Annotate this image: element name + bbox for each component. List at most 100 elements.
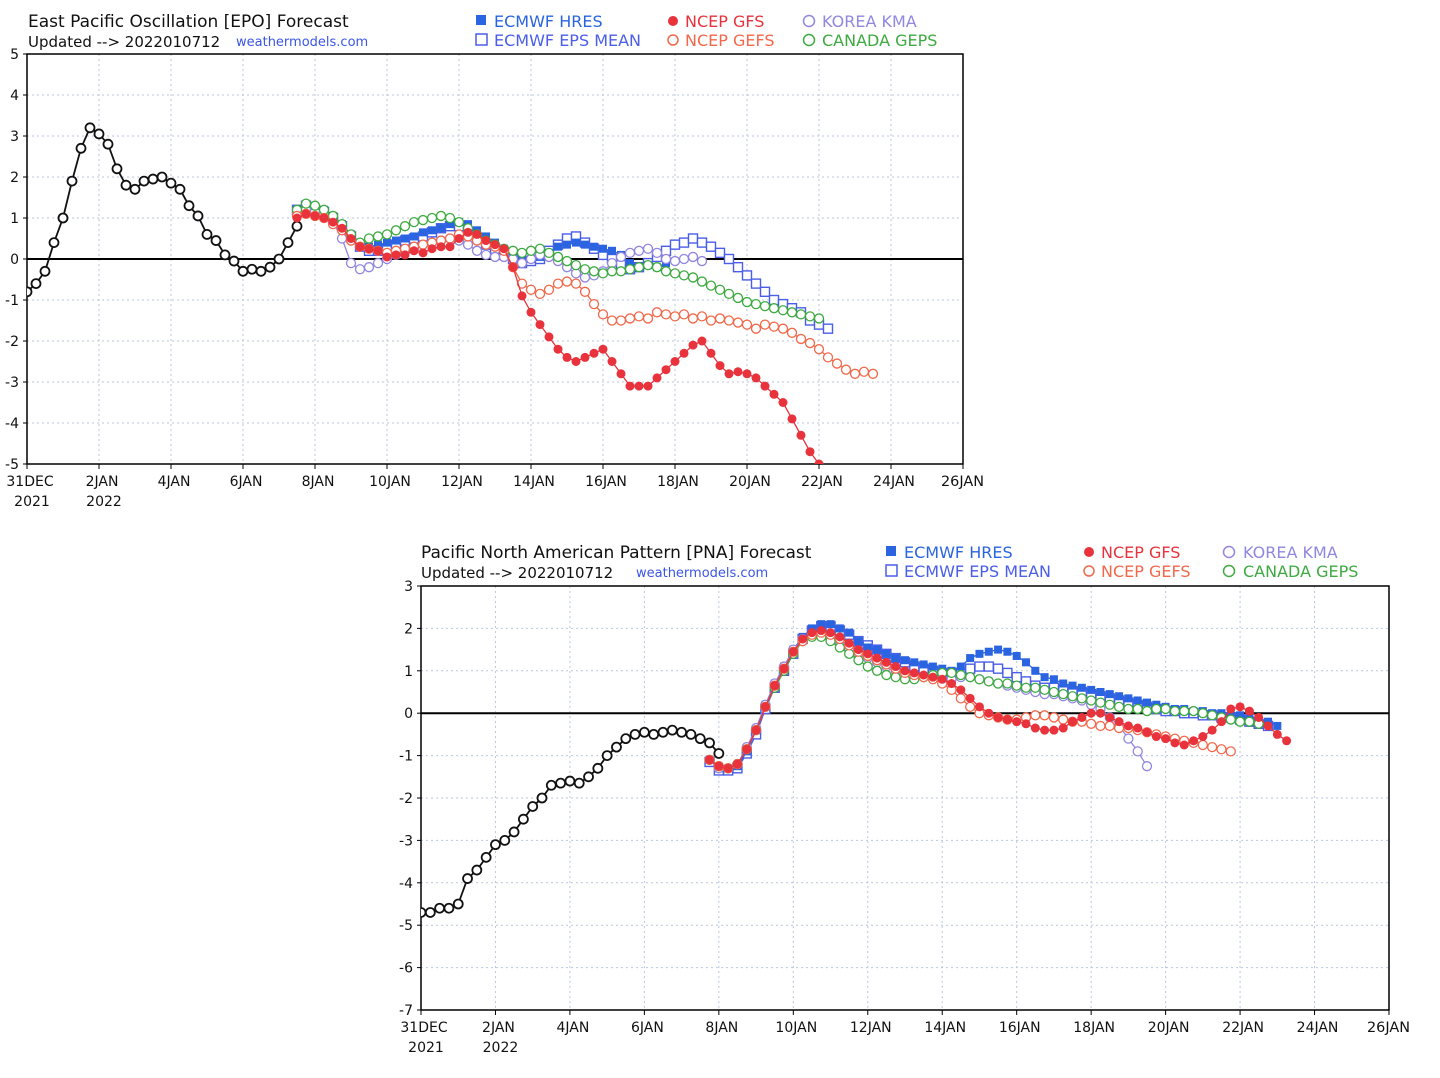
epo-gfs-point (760, 381, 770, 391)
pna-gfs-point (1272, 729, 1282, 739)
pna-geps-point (834, 642, 845, 653)
pna-hres-point (835, 624, 844, 633)
pna-hres-point (1012, 651, 1021, 660)
pna-geps-point (1132, 703, 1143, 715)
epo-hres-point (554, 242, 562, 251)
pna-gfs-point (1216, 717, 1226, 727)
epo-obs-point (30, 278, 42, 290)
pna-obs-point (592, 762, 604, 774)
pna-hres-point (956, 662, 965, 671)
epo-kma-point (687, 251, 699, 263)
epo-gfs-point (535, 320, 545, 330)
pna-obs-point (583, 771, 594, 783)
epo-obs-point (255, 265, 267, 277)
pna-gfs-point (1133, 723, 1143, 733)
pna-obs-point (443, 902, 455, 914)
epo-gfs-point (814, 459, 824, 464)
epo-geps-point (777, 305, 789, 316)
epo-gfs-point (715, 361, 725, 371)
pna-hres-point (994, 645, 1003, 654)
epo-obs-point (57, 212, 69, 224)
epo-gefs-point (795, 333, 807, 345)
pna-eps-point (1011, 671, 1022, 683)
pna-obs-point (648, 729, 660, 740)
epo-legend-gfs: NCEP GFS (685, 12, 764, 31)
epo-xtick-label: 10JAN (369, 474, 411, 490)
epo-hres-point (572, 238, 580, 247)
pna-gefs-point (1030, 710, 1041, 721)
epo-geps-point (741, 296, 753, 308)
pna-eps-point (992, 663, 1004, 674)
epo-gfs-point (517, 291, 527, 301)
epo-geps-point (678, 270, 690, 281)
pna-gfs-point (965, 693, 975, 703)
epo-geps-point (381, 229, 393, 240)
epo-kma-point (633, 245, 645, 256)
epo-kma-point (642, 243, 654, 254)
epo-geps-point (561, 255, 573, 267)
pna-gfs-point (723, 763, 733, 773)
epo-gfs-point (553, 344, 563, 354)
epo-gfs-point (445, 242, 455, 252)
pna-obs-point (638, 726, 650, 738)
pna-obs-point (421, 907, 427, 918)
epo-gfs-point (355, 242, 365, 252)
pna-geps-point (1002, 678, 1013, 689)
pna-gfs-point (779, 664, 789, 674)
epo-geps-point (642, 259, 654, 271)
pna-legend-gefs-marker (1083, 565, 1095, 577)
epo-kma-point (345, 257, 357, 269)
pna-gefs-point (1039, 710, 1050, 721)
pna-hres-point (826, 620, 835, 629)
pna-gfs-point (1179, 740, 1189, 750)
epo-kma-point (669, 255, 681, 267)
pna-gfs-point (928, 672, 938, 682)
epo-gfs-point (373, 246, 383, 256)
epo-site-link[interactable]: weathermodels.com (236, 35, 368, 50)
pna-hres-point (1059, 679, 1068, 688)
pna-obs-point (462, 873, 473, 884)
pna-gfs-point (1002, 715, 1012, 725)
pna-hres-point (975, 649, 984, 658)
epo-gfs-point (292, 213, 302, 223)
pna-legend: ECMWF HRES ECMWF EPS MEAN NCEP GFS NCEP … (885, 543, 1358, 581)
epo-gfs-point (787, 414, 797, 424)
epo-obs-point (210, 235, 222, 246)
pna-geps-point (1030, 682, 1041, 693)
pna-geps-point (1207, 710, 1218, 721)
epo-gfs-point (427, 244, 437, 254)
pna-xtick-label: 24JAN (1297, 1020, 1339, 1036)
pna-gfs-point (891, 662, 901, 672)
epo-gfs-point (526, 307, 536, 317)
pna-geps-point (1095, 697, 1106, 708)
epo-gefs-point (786, 327, 798, 338)
pna-gefs-point (1058, 714, 1069, 725)
epo-xtick-label: 12JAN (441, 474, 483, 490)
pna-gfs-point (1086, 708, 1096, 718)
pna-gfs-point (1068, 717, 1078, 727)
pna-hres-point (1105, 690, 1114, 699)
pna-obs-point (694, 733, 706, 745)
epo-obs-point (282, 237, 294, 249)
epo-gefs-point (867, 368, 879, 379)
epo-obs-point (93, 128, 105, 140)
pna-site-link[interactable]: weathermodels.com (636, 566, 768, 581)
epo-gfs-point (310, 211, 320, 221)
epo-gfs-point (598, 344, 608, 354)
epo-geps-point (552, 251, 564, 263)
pna-obs-point (713, 748, 725, 759)
pna-legend-geps-marker (1222, 564, 1236, 578)
pna-geps-point (1113, 701, 1125, 712)
pna-gfs-point (844, 638, 854, 648)
epo-eps-point (678, 237, 690, 248)
epo-kma-point (480, 249, 492, 261)
pna-hres-point (845, 628, 854, 637)
epo-updated: Updated --> 2022010712 (28, 33, 220, 51)
epo-gefs-point (732, 317, 744, 328)
epo-obs-point (273, 253, 285, 265)
epo-gefs-point (687, 313, 699, 324)
epo-obs-point (84, 122, 96, 134)
epo-geps-point (435, 210, 447, 222)
